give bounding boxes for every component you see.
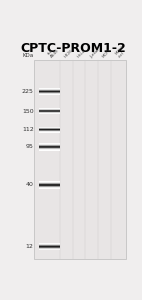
Text: 150: 150 xyxy=(22,109,34,114)
Text: 95: 95 xyxy=(26,144,34,149)
Text: 40: 40 xyxy=(26,182,34,188)
Text: Jurkat: Jurkat xyxy=(89,48,101,59)
Text: std
A549: std A549 xyxy=(47,46,60,59)
Text: MCF7
ctrl: MCF7 ctrl xyxy=(115,45,129,59)
Text: CPTC-PROM1-2: CPTC-PROM1-2 xyxy=(20,42,126,55)
Bar xyxy=(34,60,126,259)
Text: H226: H226 xyxy=(63,49,74,59)
Text: 225: 225 xyxy=(22,89,34,94)
Text: MCF7: MCF7 xyxy=(102,48,113,59)
Text: HeLa: HeLa xyxy=(77,49,87,59)
Text: 12: 12 xyxy=(26,244,34,249)
Text: 112: 112 xyxy=(22,127,34,132)
Text: KDa: KDa xyxy=(22,53,34,58)
